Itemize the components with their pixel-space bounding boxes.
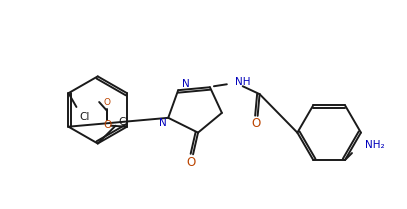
- Text: NH: NH: [235, 77, 250, 87]
- Text: Cl: Cl: [79, 112, 90, 122]
- Text: O: O: [186, 156, 196, 169]
- Text: O: O: [103, 120, 111, 130]
- Text: N: N: [182, 79, 190, 89]
- Text: O: O: [104, 98, 111, 107]
- Text: NH₂: NH₂: [365, 140, 385, 150]
- Text: O: O: [251, 117, 260, 130]
- Text: N: N: [160, 118, 167, 128]
- Text: Cl: Cl: [118, 117, 129, 127]
